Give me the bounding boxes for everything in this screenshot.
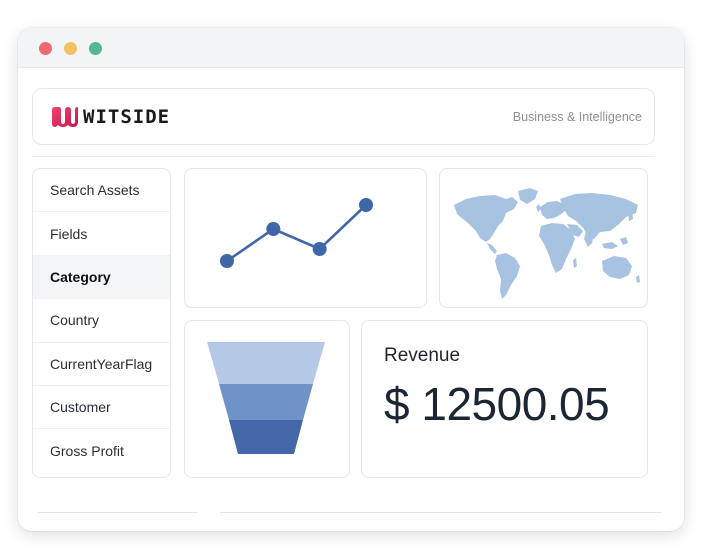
brand-name: WITSIDE [83, 106, 171, 128]
funnel-chart-card[interactable] [184, 320, 350, 478]
witside-logo-icon [52, 107, 78, 127]
line-point-4[interactable] [359, 198, 373, 212]
line-chart [220, 198, 373, 268]
world-map-icon [454, 188, 640, 299]
line-point-1[interactable] [220, 254, 234, 268]
funnel-stage-bottom [229, 420, 303, 454]
funnel-stage-middle [219, 384, 313, 420]
funnel-stage-top [207, 342, 325, 384]
sidebar-item-country[interactable]: Country [33, 299, 170, 343]
line-point-3[interactable] [312, 242, 327, 256]
sidebar-item-currentyearflag[interactable]: CurrentYearFlag [33, 343, 170, 386]
maximize-window-button[interactable] [89, 42, 102, 55]
sidebar-item-search-assets[interactable]: Search Assets [33, 169, 170, 213]
header-tagline: Business & Intelligence [512, 110, 642, 124]
footer-divider-left [38, 512, 198, 513]
sidebar-item-customer[interactable]: Customer [33, 386, 170, 430]
line-chart-card[interactable] [184, 168, 427, 308]
world-map-card[interactable] [439, 168, 648, 308]
sidebar-item-gross-profit[interactable]: Gross Profit [50, 443, 124, 460]
app-header: WITSIDE Business & Intelligence [32, 88, 655, 145]
brand-logo[interactable]: WITSIDE [51, 106, 170, 128]
window-titlebar [18, 28, 684, 68]
footer-divider-right [220, 512, 662, 513]
revenue-value: $ 12500.05 [384, 378, 610, 430]
app-window: WITSIDE Business & Intelligence Search A… [18, 28, 684, 531]
sidebar-item-fields[interactable]: Fields [33, 212, 170, 256]
line-point-2[interactable] [266, 222, 281, 236]
line-series [226, 204, 367, 263]
header-divider [32, 156, 655, 157]
revenue-label: Revenue [384, 345, 461, 366]
revenue-kpi-card[interactable]: Revenue $ 12500.05 [361, 320, 648, 478]
close-window-button[interactable] [39, 42, 52, 55]
sidebar-item-category[interactable]: Category [33, 255, 170, 300]
field-sidebar: Search Assets Fields Category Country Curren… [32, 168, 171, 478]
minimize-window-button[interactable] [64, 42, 77, 55]
funnel-chart [207, 342, 325, 454]
